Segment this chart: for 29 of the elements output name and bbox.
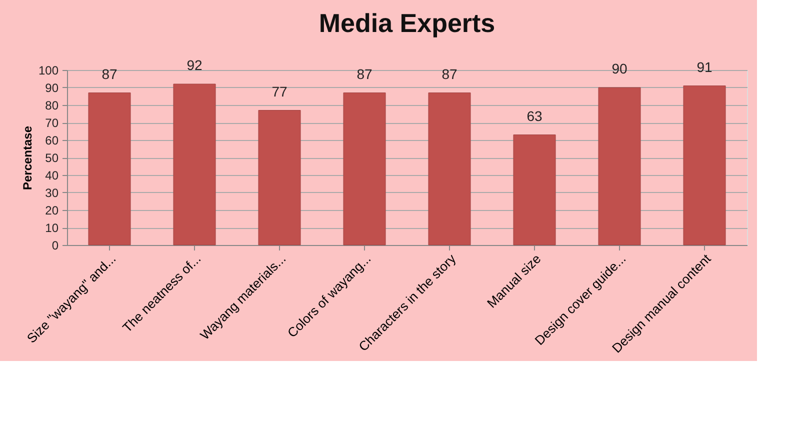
y-tick-label: 80 bbox=[45, 98, 59, 112]
y-tick-label: 50 bbox=[45, 151, 59, 165]
data-label: 87 bbox=[102, 66, 118, 82]
y-tick-label: 10 bbox=[45, 221, 59, 235]
y-tick-label: 0 bbox=[52, 238, 59, 252]
y-tick-label: 70 bbox=[45, 116, 59, 130]
data-label: 63 bbox=[526, 108, 542, 124]
data-label: 87 bbox=[356, 66, 372, 82]
y-tick-label: 60 bbox=[45, 134, 59, 148]
bar bbox=[88, 92, 131, 246]
data-label: 87 bbox=[442, 66, 458, 82]
data-label: 90 bbox=[612, 60, 628, 76]
data-label: 77 bbox=[272, 83, 288, 100]
data-label: 92 bbox=[186, 57, 202, 73]
bar bbox=[683, 86, 726, 246]
y-axis-title: Percentase bbox=[20, 126, 34, 190]
chart-title: Media Experts bbox=[318, 8, 496, 38]
bar bbox=[173, 84, 216, 246]
bar bbox=[428, 92, 471, 246]
y-tick-label: 100 bbox=[38, 64, 59, 78]
bar bbox=[513, 134, 556, 246]
data-label: 91 bbox=[696, 58, 712, 75]
bar bbox=[343, 92, 386, 246]
y-tick-label: 30 bbox=[45, 186, 59, 200]
bar bbox=[258, 110, 301, 246]
y-tick-label: 40 bbox=[45, 168, 59, 182]
y-tick-label: 90 bbox=[45, 81, 59, 95]
bar bbox=[598, 87, 641, 246]
y-tick-label: 20 bbox=[45, 204, 59, 218]
